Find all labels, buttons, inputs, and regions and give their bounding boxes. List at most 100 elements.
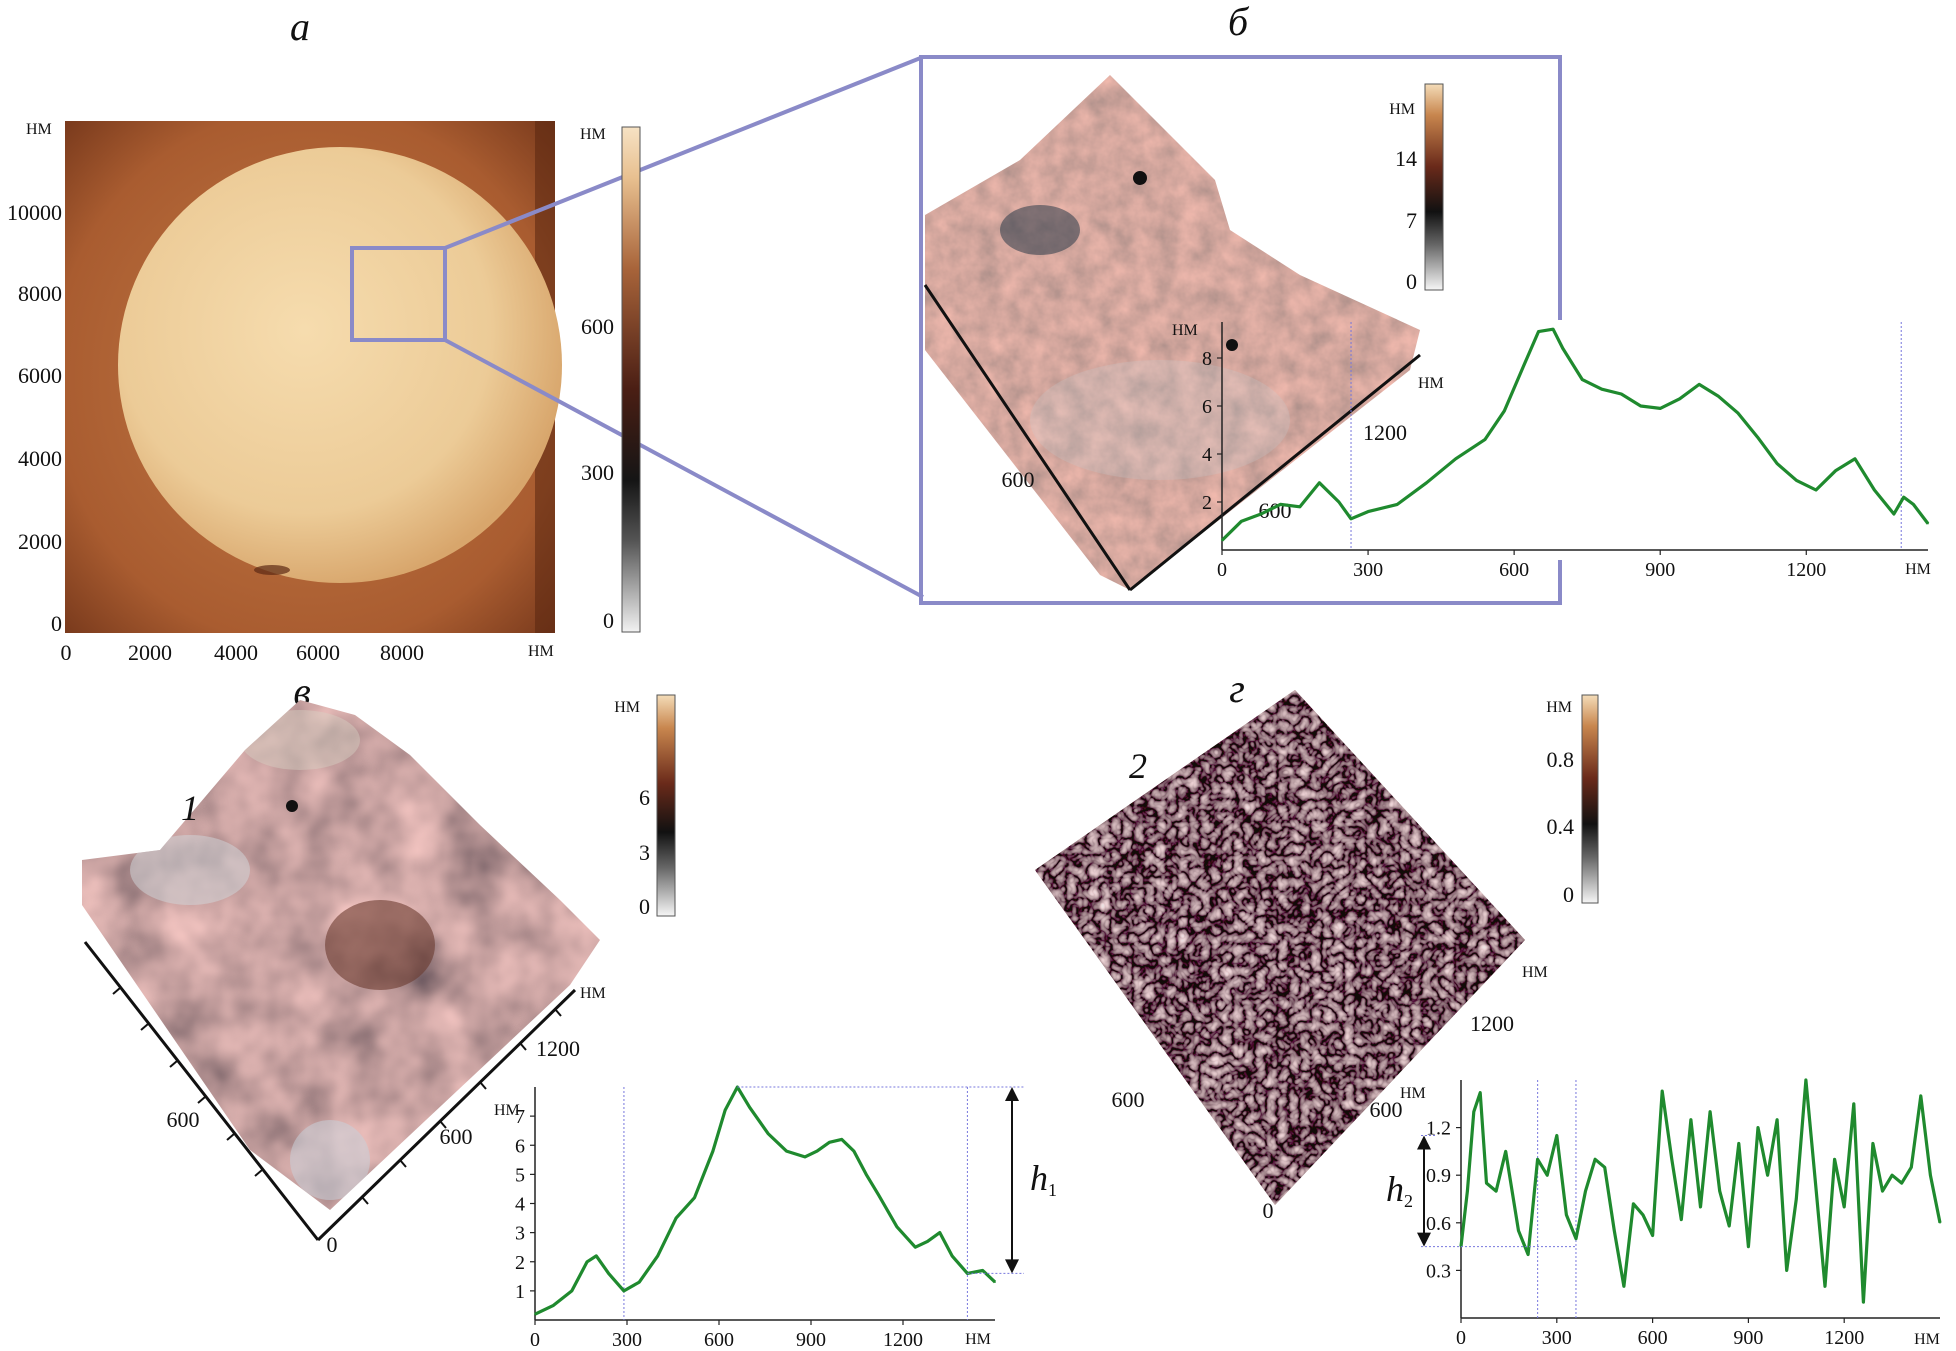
profile-point <box>1833 1158 1836 1161</box>
b-axis-unit: НМ <box>1418 375 1444 392</box>
a-x-unit: НМ <box>528 643 554 660</box>
profile-point <box>1912 503 1915 506</box>
profile-point <box>638 1281 641 1283</box>
panel-v: в 1 600 1200 600 0 НМ НМ 6 3 0 0 300 60 <box>82 669 1057 1351</box>
panel-a: а НМ 10000 8000 6000 4000 2000 0 0 2000 … <box>7 4 924 665</box>
profile-point <box>1766 1174 1769 1176</box>
a-y-tick: 2000 <box>18 529 62 554</box>
profile-point <box>552 1304 555 1307</box>
b-axis-tick: 1200 <box>1363 420 1407 445</box>
g-colorbar-unit: НМ <box>1546 699 1572 716</box>
a-colorbar-tick: 0 <box>603 608 614 633</box>
y-tick-label: 2 <box>515 1252 525 1274</box>
profile-point <box>1747 1245 1750 1248</box>
profile-point <box>1815 489 1817 491</box>
g-colorbar-tick: 0 <box>1563 882 1574 907</box>
profile-point <box>767 1132 769 1135</box>
v-3d-axis-right <box>316 988 577 1242</box>
y-unit-label: НМ <box>1172 322 1198 339</box>
profile-point <box>712 1150 714 1152</box>
x-tick-label: 900 <box>1645 559 1675 581</box>
x-tick-label: 300 <box>1353 559 1383 581</box>
profile-point <box>1680 1218 1683 1221</box>
surface-label-2: 2 <box>1129 746 1147 786</box>
a-x-tick: 2000 <box>128 640 172 665</box>
b-colorbar-unit: НМ <box>1389 101 1415 118</box>
profile-point <box>877 1193 880 1196</box>
panel-a-letter: а <box>290 4 310 49</box>
profile-point <box>1484 438 1486 441</box>
profile-point <box>1552 328 1554 331</box>
a-x-tick: 8000 <box>380 640 424 665</box>
profile-point <box>951 1255 953 1257</box>
profile-point <box>1318 482 1321 484</box>
profile-point <box>1240 520 1243 522</box>
profile-point <box>914 1246 917 1248</box>
profile-point <box>785 1150 788 1152</box>
profile-point <box>804 1156 806 1158</box>
profile-point <box>724 1109 726 1112</box>
profile-point <box>1425 482 1428 484</box>
y-tick-label: 8 <box>1202 348 1212 370</box>
profile-point <box>1279 503 1282 506</box>
profile-point <box>1584 1190 1587 1192</box>
y-tick-label: 5 <box>515 1164 525 1186</box>
profile-point <box>1862 1301 1865 1303</box>
profile-point <box>1503 410 1506 412</box>
x-unit-label: НМ <box>1905 561 1931 578</box>
profile-point <box>1562 347 1564 350</box>
profile-point <box>1651 1234 1654 1237</box>
x-tick-label: 600 <box>1499 559 1529 581</box>
profile-point <box>1717 395 1720 398</box>
h-label: h1 <box>1030 1158 1057 1200</box>
profile-point <box>1659 407 1662 410</box>
b-colorbar-tick: 14 <box>1395 146 1417 171</box>
profile-point <box>1600 388 1603 391</box>
profile-point <box>1670 1158 1673 1161</box>
v-3d-axis-left <box>83 941 320 1241</box>
profile-point <box>1454 458 1457 460</box>
profile-point <box>1929 1174 1932 1176</box>
profile-point <box>1872 1142 1874 1145</box>
x-tick-label: 1200 <box>883 1329 923 1351</box>
a-y-tick: 8000 <box>18 281 62 306</box>
profile-point <box>816 1150 818 1152</box>
v-3d-surface <box>82 700 600 1210</box>
profile-point <box>656 1255 659 1257</box>
profile-point <box>1834 470 1837 472</box>
profile-point <box>1546 1174 1549 1176</box>
y-tick-label: 0.3 <box>1426 1260 1451 1282</box>
a-colorbar <box>621 126 641 633</box>
profile-point <box>1613 1229 1616 1232</box>
x-tick-label: 1200 <box>1824 1327 1864 1349</box>
y-tick-label: 7 <box>515 1106 525 1128</box>
surface-label-1: 1 <box>181 788 199 828</box>
profile-point <box>1795 479 1798 482</box>
x-tick-label: 0 <box>1456 1327 1466 1349</box>
profile-point <box>1472 1110 1475 1113</box>
profile-point <box>1523 364 1525 367</box>
a-colorbar-tick: 600 <box>581 314 614 339</box>
a-x-tick: 4000 <box>214 640 258 665</box>
profile-point <box>1603 1166 1606 1169</box>
a-y-tick: 6000 <box>18 363 62 388</box>
g-axis-unit: НМ <box>1522 964 1548 981</box>
y-tick-label: 4 <box>1202 444 1212 466</box>
v-3d-axis-ticks <box>112 987 562 1205</box>
profile-point <box>1891 1174 1893 1176</box>
x-tick-label: 1200 <box>1786 559 1826 581</box>
panel-b-letter: б <box>1228 0 1250 44</box>
profile-point <box>1517 1229 1520 1232</box>
droplet-disc <box>118 147 562 583</box>
panel-g-letter: г <box>1229 666 1245 711</box>
profile-point <box>1396 503 1399 506</box>
profile-line <box>1459 1078 1942 1304</box>
profile-point <box>865 1173 867 1176</box>
profile-point <box>939 1231 941 1234</box>
v-colorbar-tick: 0 <box>639 894 650 919</box>
g-3d-surface <box>1035 690 1525 1205</box>
h-arrow-head-bottom <box>1005 1259 1019 1274</box>
